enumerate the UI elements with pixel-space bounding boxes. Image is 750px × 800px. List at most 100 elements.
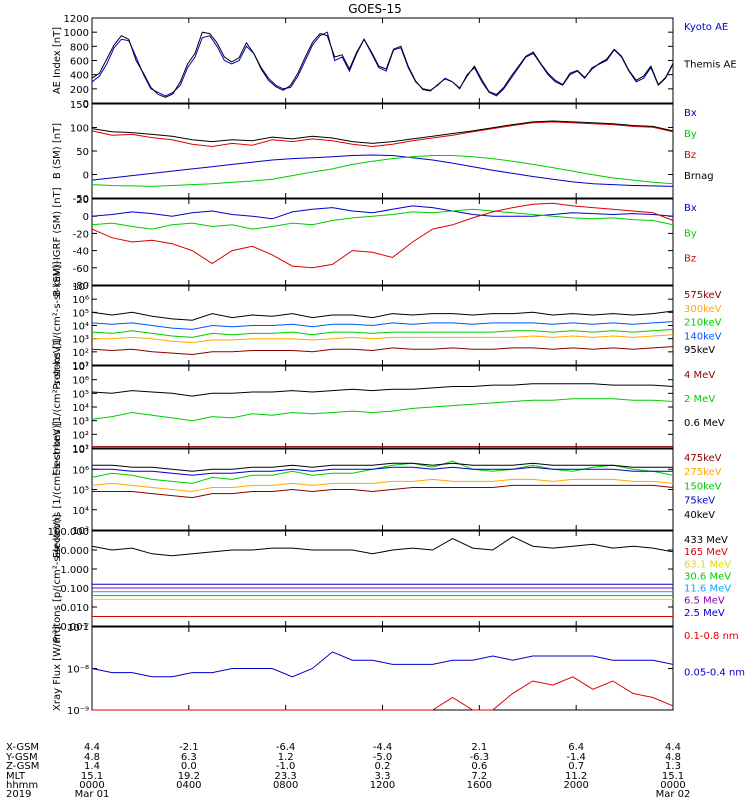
- electrons_kev-series-4: [92, 462, 673, 472]
- electrons_kev-frame: [91, 448, 674, 531]
- bigrf-series-2: [91, 202, 674, 269]
- protons-ytick-label: 10⁵: [72, 308, 89, 319]
- protons-ylabel: Protons [1/(cm²-s-sr-keV)]: [52, 261, 63, 389]
- footer-cell: -1.0: [276, 761, 296, 772]
- protons-ytick-label: 10⁶: [72, 295, 89, 306]
- bsm-legend-2: Bz: [684, 150, 696, 161]
- ae-legend-0: Kyoto AE: [684, 22, 728, 33]
- protons_mev-legend-4: 11.6 MeV: [684, 584, 731, 595]
- footer-cell: 0.6: [471, 761, 487, 772]
- footer-row-label: Z-GSM: [6, 761, 39, 772]
- xray-legend-1: 0.05-0.4 nm: [684, 668, 745, 679]
- protons_mev-ytick-label: 0.010: [60, 603, 89, 614]
- protons_mev-ytick-label: 0.001: [60, 622, 89, 633]
- footer-cell: Mar 02: [656, 789, 691, 800]
- footer-cell: 23.3: [275, 771, 297, 782]
- bigrf-frame: [91, 198, 674, 286]
- bigrf-ytick-label: -40: [73, 247, 89, 258]
- electrons_mev-ytick-label: 10²: [72, 430, 89, 441]
- xray-frame: [91, 626, 674, 711]
- electrons_kev-legend-0: 475keV: [684, 453, 722, 464]
- xray-series-1: [91, 651, 674, 678]
- protons_mev-ytick-label: 100.000: [48, 527, 89, 538]
- footer-cell: -6.4: [276, 742, 296, 753]
- bsm-series-1: [91, 155, 674, 187]
- bsm-series-0: [91, 154, 674, 187]
- ae-series-1: [91, 31, 674, 98]
- bsm-series-3: [91, 120, 674, 144]
- footer-cell: 15.1: [81, 771, 103, 782]
- bsm-legend-3: Brnag: [684, 171, 714, 182]
- ae-ytick-label: 1000: [64, 28, 89, 39]
- footer-cell: 0800: [273, 780, 298, 791]
- electrons_mev-series-2: [91, 383, 674, 397]
- electrons_mev-legend-0: 4 MeV: [684, 370, 715, 381]
- bsm-legend-1: By: [684, 129, 697, 140]
- electrons_mev-legend-1: 2 MeV: [684, 394, 715, 405]
- footer-cell: 1200: [370, 780, 395, 791]
- electrons_kev-series-3: [92, 466, 673, 476]
- protons-ytick-label: 10⁷: [72, 282, 89, 293]
- bigrf-ytick-label: 20: [76, 195, 89, 206]
- bsm-ytick-label: 150: [70, 100, 89, 111]
- electrons_kev-series-1: [91, 478, 674, 493]
- footer-cell: 0000: [79, 780, 104, 791]
- footer-cell: 2.1: [471, 742, 487, 753]
- protons-ytick-label: 10²: [72, 348, 89, 359]
- xray-ytick-label: 10⁻⁷: [67, 623, 89, 634]
- footer-cell: -1.4: [566, 752, 586, 763]
- bsm-ytick-label: 50: [76, 147, 89, 158]
- xray-ytick-label: 10⁻⁸: [67, 665, 89, 676]
- protons_mev-ylabel: Protons [p/(cm²-s-sr-keV)]: [52, 514, 63, 642]
- footer-cell: 1600: [467, 780, 492, 791]
- electrons_mev-ytick-label: 10³: [72, 417, 89, 428]
- bigrf-legend-0: Bx: [684, 203, 697, 214]
- electrons_kev-legend-2: 150keV: [684, 481, 722, 492]
- electrons_kev-legend-3: 75keV: [684, 496, 715, 507]
- footer-cell: 11.2: [565, 771, 587, 782]
- bsm-ytick-label: 100: [70, 124, 89, 135]
- bigrf-series-1: [91, 208, 674, 230]
- electrons_mev-ytick-label: 10⁴: [72, 403, 89, 414]
- electrons_kev-ytick-label: 10³: [72, 526, 89, 537]
- footer-row-label: 2019: [6, 789, 31, 800]
- footer-row-label: hhmm: [6, 780, 38, 791]
- xray-ylabel: Xray Flux [W/m²]: [52, 626, 63, 711]
- ae-frame: [91, 17, 674, 104]
- footer-cell: 1.4: [84, 761, 100, 772]
- electrons_kev-ylabel: Electrons [1/(cm²-s-sr-keV)]: [52, 421, 63, 558]
- protons-legend-0: 575keV: [684, 290, 722, 301]
- plot-title: GOES-15: [348, 2, 402, 16]
- footer-cell: -4.4: [373, 742, 393, 753]
- footer-cell: 6.4: [568, 742, 584, 753]
- footer-cell: 2000: [563, 780, 588, 791]
- bigrf-ytick-label: -20: [73, 229, 89, 240]
- footer-row-label: MLT: [6, 771, 26, 782]
- footer-cell: 0.2: [375, 761, 391, 772]
- protons-series-3: [91, 321, 674, 330]
- protons_mev-legend-2: 63.1 MeV: [684, 559, 731, 570]
- protons_mev-legend-5: 6.5 MeV: [684, 596, 725, 607]
- protons_mev-ytick-label: 10.000: [54, 546, 89, 557]
- protons_mev-legend-3: 30.6 MeV: [684, 571, 731, 582]
- ae-ytick-label: 400: [70, 71, 89, 82]
- electrons_kev-legend-1: 275keV: [684, 467, 722, 478]
- protons-series-1: [92, 334, 674, 344]
- xray-series-0: [92, 676, 674, 711]
- bsm-legend-0: Bx: [684, 108, 697, 119]
- electrons_kev-ytick-label: 10⁷: [72, 445, 89, 456]
- footer-cell: 4.4: [665, 742, 681, 753]
- electrons_mev-series-1: [91, 398, 674, 422]
- footer-cell: 7.2: [471, 771, 487, 782]
- electrons_mev-ylabel: Electrons [1/(cm²-s-sr-keV)]: [52, 338, 63, 475]
- protons_mev-legend-6: 2.5 MeV: [684, 608, 725, 619]
- protons-ytick-label: 10¹: [72, 361, 89, 372]
- bigrf-legend-2: Bz: [684, 254, 696, 265]
- footer-cell: 15.1: [662, 771, 684, 782]
- bsm-ytick-label: -50: [73, 194, 89, 205]
- ae-ytick-label: 1200: [64, 14, 89, 25]
- footer-cell: 3.3: [375, 771, 391, 782]
- footer-cell: 4.8: [84, 752, 100, 763]
- electrons_kev-series-0: [92, 484, 674, 499]
